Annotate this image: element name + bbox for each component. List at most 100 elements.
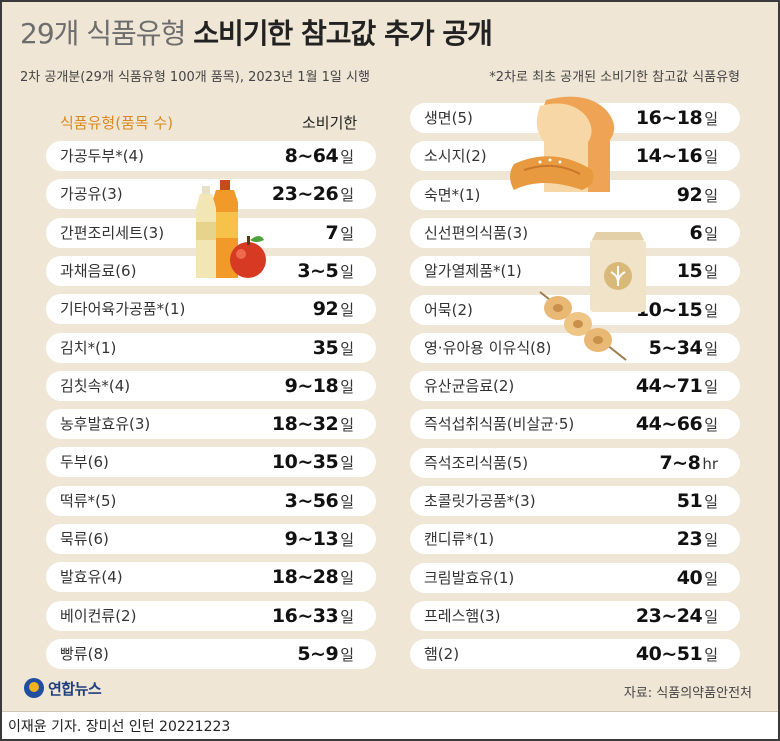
logo-mark-icon bbox=[24, 678, 44, 698]
expiry-number: 18~28 bbox=[271, 566, 339, 589]
list-item: 농후발효유(3) 18~32 일 bbox=[46, 409, 376, 440]
expiry-value: 51 일 bbox=[677, 486, 718, 517]
expiry-number: 10~35 bbox=[271, 451, 339, 474]
food-type-label: 빵류(8) bbox=[60, 644, 109, 663]
expiry-unit: 일 bbox=[340, 262, 354, 281]
list-item: 햄(2) 40~51 일 bbox=[410, 639, 740, 670]
expiry-value: 92 일 bbox=[677, 180, 718, 211]
title-part1: 29개 식품유형 bbox=[20, 17, 186, 50]
food-type-label: 프레스햄(3) bbox=[424, 606, 501, 625]
food-type-label: 과채음료(6) bbox=[60, 261, 137, 280]
expiry-number: 3~5 bbox=[297, 259, 339, 282]
food-type-label: 숙면*(1) bbox=[424, 185, 481, 204]
list-item: 어묵(2) 10~15 일 bbox=[410, 294, 740, 325]
list-item: 묵류(6) 9~13 일 bbox=[46, 524, 376, 554]
subtitle: 2차 공개분(29개 식품유형 100개 품목), 2023년 1월 1일 시행 bbox=[20, 70, 370, 85]
food-type-label: 크림발효유(1) bbox=[424, 568, 515, 587]
expiry-value: 15 일 bbox=[677, 256, 718, 287]
expiry-number: 92 bbox=[312, 298, 339, 321]
expiry-number: 23~24 bbox=[635, 604, 703, 627]
list-item: 즉석조리식품(5) 7~8 hr bbox=[410, 447, 740, 479]
footnote-asterisk: *2차로 최초 공개된 소비기한 참고값 식품유형 bbox=[489, 70, 740, 85]
expiry-number: 51 bbox=[676, 490, 703, 512]
expiry-unit: 일 bbox=[340, 377, 354, 396]
list-item: 김치*(1) 35 일 bbox=[46, 332, 376, 363]
expiry-number: 9~18 bbox=[284, 374, 339, 397]
expiry-value: 8~64 일 bbox=[285, 141, 354, 172]
expiry-unit: 일 bbox=[340, 531, 354, 549]
food-type-label: 초콜릿가공품*(3) bbox=[424, 492, 536, 510]
food-type-label: 햄(2) bbox=[424, 645, 460, 664]
expiry-value: 16~18 일 bbox=[636, 103, 718, 134]
expiry-number: 44~71 bbox=[635, 375, 703, 398]
food-type-label: 영·유아용 이유식(8) bbox=[424, 338, 552, 357]
food-type-label: 발효유(4) bbox=[60, 568, 123, 587]
expiry-unit: 일 bbox=[704, 263, 718, 282]
expiry-value: 5~34 일 bbox=[649, 333, 718, 364]
list-item: 가공유(3) 23~26 일 bbox=[46, 179, 376, 210]
credit-text: 이재윤 기자. 장미선 인턴 20221223 bbox=[8, 719, 231, 735]
list-item: 가공두부*(4) 8~64 일 bbox=[46, 141, 376, 171]
expiry-value: 18~32 일 bbox=[272, 409, 354, 440]
expiry-unit: 일 bbox=[340, 186, 354, 205]
expiry-value: 18~28 일 bbox=[272, 562, 354, 593]
expiry-number: 5~34 bbox=[648, 336, 703, 359]
food-type-label: 캔디류*(1) bbox=[424, 530, 495, 549]
expiry-value: 23~24 일 bbox=[636, 601, 718, 632]
food-type-label: 농후발효유(3) bbox=[60, 415, 151, 434]
food-type-label: 가공두부*(4) bbox=[60, 147, 144, 165]
credit-strip: 이재윤 기자. 장미선 인턴 20221223 bbox=[2, 711, 778, 739]
expiry-value: 40~51 일 bbox=[636, 639, 718, 670]
food-type-label: 알가열제품*(1) bbox=[424, 262, 522, 281]
list-item: 알가열제품*(1) 15 일 bbox=[410, 256, 740, 287]
list-item: 숙면*(1) 92 일 bbox=[410, 179, 740, 211]
header-expiry: 소비기한 bbox=[302, 114, 358, 132]
list-item: 즉석섭취식품(비살균·5) 44~66 일 bbox=[410, 409, 740, 440]
header-food-type: 식품유형(품목 수) bbox=[60, 114, 174, 132]
expiry-value: 9~13 일 bbox=[285, 524, 354, 555]
food-type-label: 즉석조리식품(5) bbox=[424, 453, 529, 472]
food-type-label: 베이컨류(2) bbox=[60, 606, 137, 625]
list-item: 김칫속*(4) 9~18 일 bbox=[46, 370, 376, 402]
expiry-number: 16~33 bbox=[271, 604, 339, 627]
expiry-value: 23~26 일 bbox=[272, 179, 354, 210]
list-item: 빵류(8) 5~9 일 bbox=[46, 638, 376, 670]
expiry-value: 7~8 hr bbox=[659, 448, 718, 479]
expiry-number: 14~16 bbox=[635, 145, 703, 168]
list-item: 캔디류*(1) 23 일 bbox=[410, 524, 740, 555]
list-item: 베이컨류(2) 16~33 일 bbox=[46, 600, 376, 632]
expiry-value: 16~33 일 bbox=[272, 601, 354, 632]
expiry-number: 7 bbox=[325, 221, 339, 244]
expiry-number: 44~66 bbox=[635, 413, 703, 436]
expiry-number: 8~64 bbox=[284, 145, 339, 167]
list-item: 간편조리세트(3) 7 일 bbox=[46, 217, 376, 248]
expiry-value: 40 일 bbox=[677, 563, 718, 594]
list-item: 크림발효유(1) 40 일 bbox=[410, 562, 740, 594]
logo-text: 연합뉴스 bbox=[48, 679, 102, 698]
food-type-label: 소시지(2) bbox=[424, 147, 487, 166]
list-item: 프레스햄(3) 23~24 일 bbox=[410, 600, 740, 632]
expiry-unit: 일 bbox=[704, 378, 718, 397]
list-item: 신선편의식품(3) 6 일 bbox=[410, 217, 740, 249]
expiry-value: 92 일 bbox=[313, 294, 354, 325]
food-type-label: 즉석섭취식품(비살균·5) bbox=[424, 415, 575, 434]
list-item: 기타어육가공품*(1) 92 일 bbox=[46, 294, 376, 325]
expiry-unit: 일 bbox=[340, 569, 354, 588]
expiry-number: 15 bbox=[676, 260, 703, 283]
yonhap-logo: 연합뉴스 bbox=[24, 677, 102, 699]
food-type-label: 김치*(1) bbox=[60, 338, 117, 357]
expiry-number: 18~32 bbox=[271, 413, 339, 436]
food-type-label: 유산균음료(2) bbox=[424, 377, 515, 396]
expiry-value: 9~18 일 bbox=[285, 371, 354, 402]
expiry-value: 5~9 일 bbox=[297, 639, 354, 670]
expiry-value: 23 일 bbox=[677, 524, 718, 555]
expiry-unit: 일 bbox=[340, 492, 354, 511]
expiry-value: 3~56 일 bbox=[285, 486, 354, 517]
list-item: 과채음료(6) 3~5 일 bbox=[46, 255, 376, 286]
expiry-unit: 일 bbox=[704, 301, 718, 320]
food-type-label: 신선편의식품(3) bbox=[424, 223, 529, 242]
expiry-unit: 일 bbox=[704, 148, 718, 167]
expiry-unit: hr bbox=[702, 454, 718, 473]
